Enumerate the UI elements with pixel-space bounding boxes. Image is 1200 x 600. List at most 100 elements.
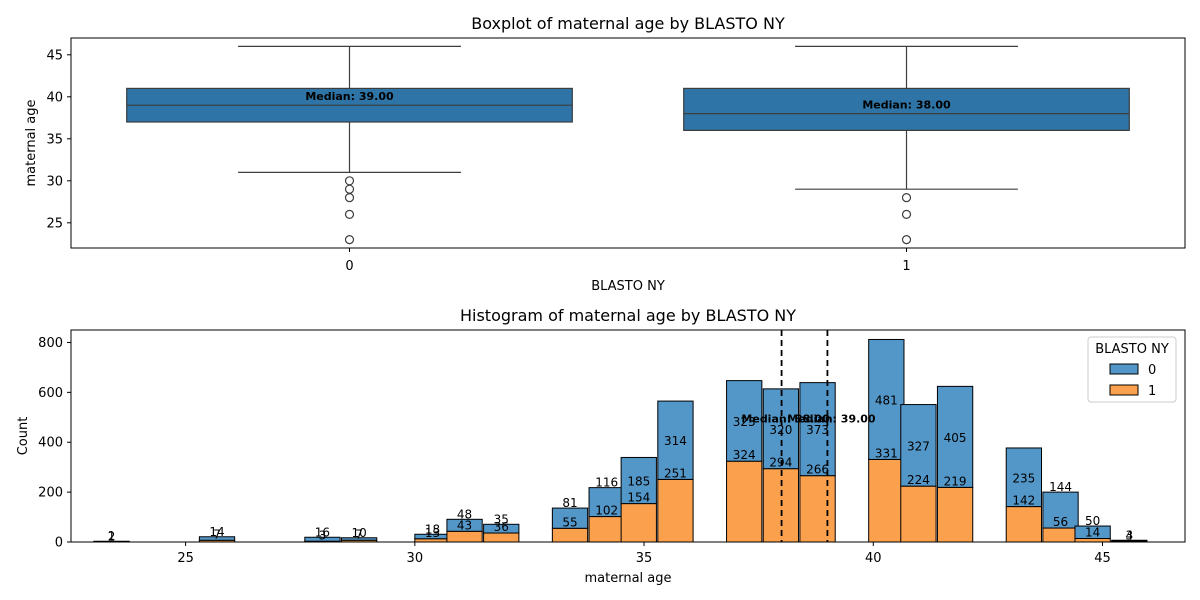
median-label: Median: 39.00 — [305, 90, 394, 103]
bar-value-label: 1 — [108, 529, 116, 543]
histogram-frame — [70, 329, 1186, 543]
bar-value-label: 7 — [213, 527, 221, 541]
boxplot-title: Boxplot of maternal age by BLASTO NY — [471, 14, 785, 33]
bar-value-label: 3 — [319, 528, 327, 542]
histogram-title: Histogram of maternal age by BLASTO NY — [460, 306, 796, 325]
y-tick-label: 400 — [38, 436, 63, 451]
bar-series-1 — [1005, 506, 1043, 543]
bar-value-label: 251 — [664, 466, 687, 480]
x-tick-label: 1 — [902, 259, 910, 274]
bar-value-label: 102 — [595, 504, 618, 518]
bar-value-label: 55 — [562, 515, 577, 529]
bar-series-0 — [1042, 491, 1079, 529]
bar-value-label: 144 — [1049, 480, 1072, 494]
bar-series-1 — [588, 516, 625, 543]
y-tick-label: 0 — [55, 536, 63, 551]
bar-value-label: 373 — [806, 423, 829, 437]
bar-value-label: 266 — [806, 463, 829, 477]
bar-series-0 — [198, 536, 236, 541]
bar-value-label: 50 — [1085, 514, 1100, 528]
bar-series-0 — [620, 456, 657, 505]
bar-series-0 — [551, 507, 589, 529]
y-tick-label: 25 — [46, 216, 63, 231]
bar-value-label: 14 — [209, 525, 224, 539]
bar-value-label: 43 — [457, 518, 472, 532]
bar-value-label: 481 — [875, 393, 898, 407]
bar-value-label: 36 — [494, 520, 509, 534]
bar-series-0 — [304, 536, 341, 542]
box-1 — [683, 87, 1130, 132]
boxplot-x-axis-label: BLASTO NY — [591, 279, 665, 294]
outlier-point — [344, 235, 355, 245]
bar-value-label: 7 — [355, 527, 363, 541]
legend: BLASTO NY 0 1 — [1087, 336, 1177, 403]
outlier-point — [901, 193, 912, 203]
boxplot-chart: Boxplot of maternal age by BLASTO NY Med… — [24, 14, 1186, 294]
bar-value-label: 142 — [1012, 494, 1035, 508]
bar-series-0 — [1111, 539, 1148, 542]
bar-value-label: 116 — [595, 476, 618, 490]
y-tick-label: 30 — [46, 174, 63, 189]
y-tick-label: 45 — [46, 48, 63, 63]
bar-series-1 — [620, 503, 657, 543]
histogram-y-axis-label: Count — [16, 417, 31, 456]
bar-value-label: 323 — [733, 415, 756, 429]
bar-value-label: 224 — [907, 473, 930, 487]
bar-value-label: 154 — [627, 491, 650, 505]
outlier-point — [344, 176, 355, 186]
x-tick-label: 35 — [636, 551, 653, 566]
legend-swatch-1 — [1109, 384, 1139, 396]
bar-value-label: 13 — [425, 526, 440, 540]
y-tick-label: 40 — [46, 90, 63, 105]
bar-value-label: 327 — [907, 439, 930, 453]
bar-series-1 — [1042, 527, 1079, 543]
bar-value-label: 185 — [627, 475, 650, 489]
legend-label-1: 1 — [1148, 384, 1156, 399]
outlier-point — [344, 193, 355, 203]
bar-value-label: 10 — [351, 526, 366, 540]
bar-series-1 — [657, 478, 694, 543]
bar-series-0 — [1005, 447, 1043, 508]
boxplot-y-axis-label: maternal age — [24, 99, 39, 186]
y-tick-label: 200 — [38, 486, 63, 501]
bar-value-label: 4 — [1125, 528, 1133, 542]
median-label: Median: 38.00 — [862, 99, 951, 112]
bar-value-label: 235 — [1012, 471, 1035, 485]
bar-series-0 — [446, 518, 483, 532]
bar-series-0 — [868, 338, 905, 460]
y-tick-label: 35 — [46, 132, 63, 147]
median-label: Median: 39.00 — [787, 412, 876, 425]
bar-series-1 — [446, 530, 483, 543]
bar-value-label: 314 — [664, 434, 687, 448]
bar-series-1 — [551, 527, 589, 543]
bar-series-0 — [483, 523, 520, 534]
bar-series-0 — [900, 404, 937, 487]
legend-swatch-0 — [1109, 363, 1139, 375]
bar-value-label: 81 — [562, 496, 577, 510]
y-tick-label: 800 — [38, 336, 63, 351]
bar-series-1 — [936, 486, 974, 543]
bar-value-label: 16 — [315, 525, 330, 539]
median-label: Median: 38.00 — [741, 412, 830, 425]
bar-series-1 — [868, 458, 905, 543]
bar-value-label: 331 — [875, 446, 898, 460]
bar-value-label: 324 — [733, 448, 756, 462]
bar-series-1 — [726, 460, 763, 543]
bar-value-label: 219 — [944, 474, 967, 488]
bar-value-label: 320 — [769, 423, 792, 437]
x-tick-label: 30 — [407, 551, 424, 566]
bar-series-1 — [900, 485, 937, 543]
y-tick-label: 600 — [38, 386, 63, 401]
bar-value-label: 56 — [1053, 515, 1068, 529]
bar-value-label: 35 — [494, 512, 509, 526]
bar-value-label: 3 — [1125, 528, 1133, 542]
legend-label-0: 0 — [1148, 363, 1156, 378]
x-tick-label: 40 — [865, 551, 882, 566]
histogram-chart: Histogram of maternal age by BLASTO NY 1… — [16, 306, 1186, 586]
bar-series-1 — [799, 475, 836, 543]
bar-series-0 — [799, 382, 836, 477]
bar-value-label: 2 — [108, 529, 116, 543]
bar-series-1 — [483, 532, 520, 543]
boxplot-frame — [70, 37, 1186, 249]
bar-series-0 — [657, 400, 694, 480]
